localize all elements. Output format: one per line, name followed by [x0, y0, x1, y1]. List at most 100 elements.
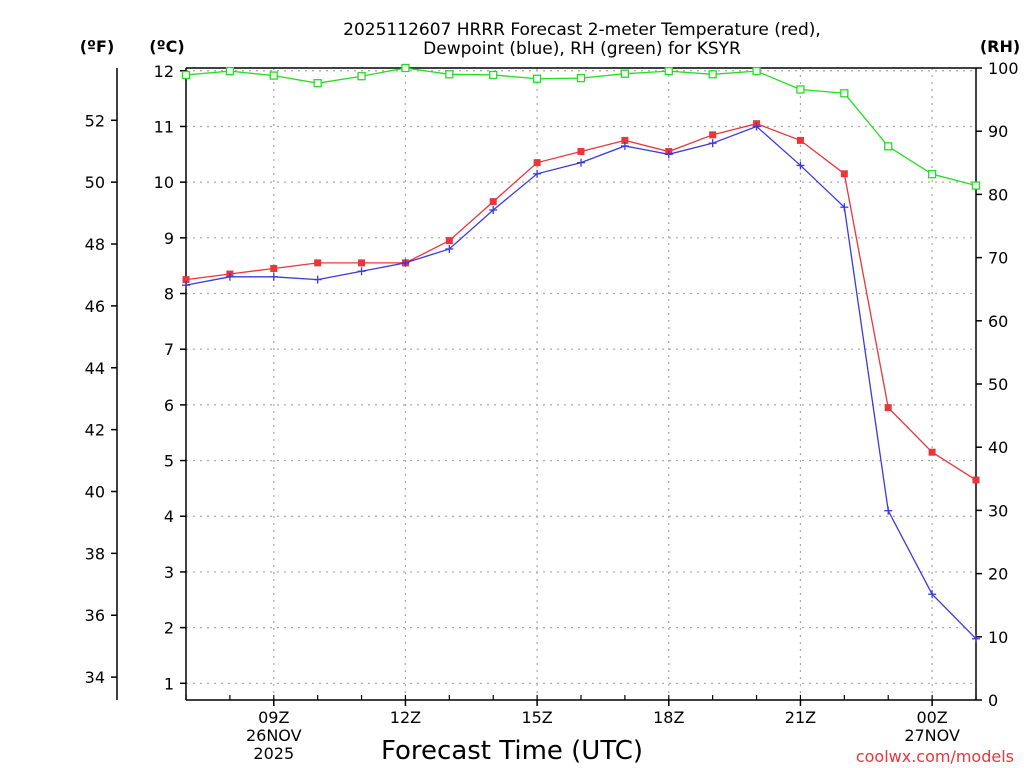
dewpoint-point: [357, 267, 366, 276]
dewpoint-point: [796, 161, 805, 170]
rh-point: [532, 74, 542, 83]
rh-point: [708, 70, 717, 79]
unit-label-rh: (RH): [980, 37, 1020, 56]
fahrenheit-tick-label: 34: [85, 668, 105, 687]
x-tick-label: 21Z: [785, 708, 816, 727]
fahrenheit-tick-label: 46: [85, 297, 105, 316]
rh-tick-label: 30: [988, 501, 1008, 520]
rh-point: [269, 71, 278, 80]
dewpoint-point: [708, 139, 717, 148]
celsius-tick-label: 3: [164, 563, 174, 582]
fahrenheit-tick-label: 38: [85, 544, 105, 563]
celsius-tick-label: 10: [154, 173, 174, 192]
fahrenheit-tick-label: 40: [85, 482, 105, 501]
rh-tick-label: 10: [988, 628, 1008, 647]
unit-label-fahrenheit: (ºF): [80, 37, 115, 56]
dewpoint-point: [313, 275, 322, 284]
temperature-point: [972, 476, 980, 484]
dewpoint-point: [182, 281, 190, 290]
temperature-point: [577, 148, 585, 156]
temperature-point: [840, 170, 848, 178]
x-tick-label: 26NOV: [246, 726, 302, 745]
temperature-point: [709, 131, 717, 139]
rh-tick-label: 90: [988, 122, 1008, 141]
fahrenheit-tick-label: 36: [85, 606, 105, 625]
x-tick-label: 18Z: [653, 708, 684, 727]
rh-point: [620, 69, 630, 78]
rh-tick-label: 0: [988, 691, 998, 710]
dewpoint-point: [972, 634, 980, 643]
rh-point: [313, 79, 322, 88]
rh-point: [752, 67, 761, 76]
rh-point: [576, 73, 586, 83]
axes: 3436384042444648505212345678910111201020…: [85, 59, 1019, 763]
x-tick-label: 12Z: [390, 708, 421, 727]
temperature-point: [489, 198, 497, 206]
celsius-tick-label: 2: [164, 619, 174, 638]
dewpoint-point: [752, 122, 761, 131]
temperature-point: [358, 259, 366, 267]
x-tick-label: 27NOV: [904, 726, 960, 745]
dewpoint-point: [577, 158, 585, 167]
temperature-point: [314, 259, 322, 267]
temperature-point: [928, 448, 936, 456]
rh-point: [927, 170, 937, 179]
rh-tick-label: 70: [988, 249, 1008, 268]
celsius-tick-label: 1: [164, 674, 174, 693]
celsius-tick-label: 12: [154, 62, 174, 81]
celsius-tick-label: 9: [164, 229, 174, 248]
celsius-tick-label: 8: [164, 285, 174, 304]
temperature-point: [884, 404, 892, 412]
temperature-point: [621, 136, 629, 144]
celsius-tick-label: 6: [164, 396, 174, 415]
fahrenheit-tick-label: 44: [85, 359, 105, 378]
rh-tick-label: 80: [988, 185, 1008, 204]
celsius-tick-label: 11: [154, 117, 174, 136]
temperature-point: [445, 237, 453, 245]
series-line-dewpoint: [185, 125, 977, 640]
x-axis-label: Forecast Time (UTC): [381, 736, 643, 766]
celsius-tick-label: 4: [164, 507, 174, 526]
grid-lines: [186, 68, 976, 700]
rh-tick-label: 50: [988, 375, 1008, 394]
temperature-point: [182, 276, 190, 284]
fahrenheit-tick-label: 42: [85, 421, 105, 440]
temperature-point: [270, 264, 278, 272]
dewpoint-point: [445, 244, 454, 253]
celsius-tick-label: 7: [164, 340, 174, 359]
rh-tick-label: 20: [988, 565, 1008, 584]
dewpoint-point: [840, 203, 849, 212]
dewpoint-point: [401, 258, 410, 267]
unit-label-celsius: (ºC): [149, 37, 184, 56]
credit-text: coolwx.com/models: [856, 747, 1014, 766]
dewpoint-point: [225, 272, 234, 281]
dewpoint-point: [489, 205, 498, 214]
dewpoint-point: [533, 169, 542, 178]
series-line-rh: [185, 67, 977, 187]
x-tick-label: 00Z: [916, 708, 947, 727]
x-tick-label: 15Z: [521, 708, 552, 727]
rh-tick-label: 60: [988, 312, 1008, 331]
dewpoint-point: [928, 590, 937, 599]
rh-point: [664, 67, 673, 76]
fahrenheit-tick-label: 48: [85, 235, 105, 254]
rh-point: [884, 142, 893, 151]
rh-tick-label: 40: [988, 438, 1008, 457]
rh-point: [489, 70, 498, 80]
temperature-point: [796, 136, 804, 144]
dewpoint-point: [664, 150, 673, 159]
x-tick-label: 09Z: [258, 708, 289, 727]
temperature-point: [533, 159, 541, 167]
rh-point: [357, 72, 366, 81]
dewpoint-point: [884, 506, 893, 515]
x-tick-label: 2025: [253, 744, 294, 763]
dewpoint-point: [269, 272, 278, 281]
fahrenheit-tick-label: 52: [85, 111, 105, 130]
rh-point: [840, 89, 849, 98]
fahrenheit-tick-label: 50: [85, 173, 105, 192]
chart-title-line2: Dewpoint (blue), RH (green) for KSYR: [423, 39, 741, 59]
rh-point: [225, 67, 235, 76]
rh-point: [401, 63, 410, 73]
chart-title-line1: 2025112607 HRRR Forecast 2-meter Tempera…: [343, 20, 821, 40]
